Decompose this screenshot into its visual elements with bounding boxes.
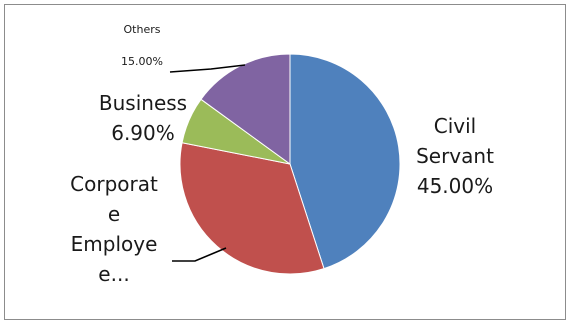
- pie-slices: [179, 53, 401, 275]
- data-label-business: Business 6.90%: [99, 91, 187, 145]
- data-label-corporate-employee: Corporat e Employe e...: [70, 172, 158, 286]
- pie-slice-civil-servant: [289, 53, 401, 270]
- pie-chart: Civil Servant 45.00% Corporat e Employe e... Bu…: [70, 23, 494, 286]
- pie-slice-corporate-employee: [179, 142, 325, 275]
- leader-line-others: [169, 64, 246, 73]
- data-label-others: Others 15.00%: [121, 23, 163, 68]
- data-label-civil-servant: Civil Servant 45.00%: [416, 114, 494, 198]
- chart-frame: Civil Servant 45.00% Corporat e Employe e... Bu…: [4, 4, 566, 320]
- leader-line-corporate-employee: [172, 247, 227, 262]
